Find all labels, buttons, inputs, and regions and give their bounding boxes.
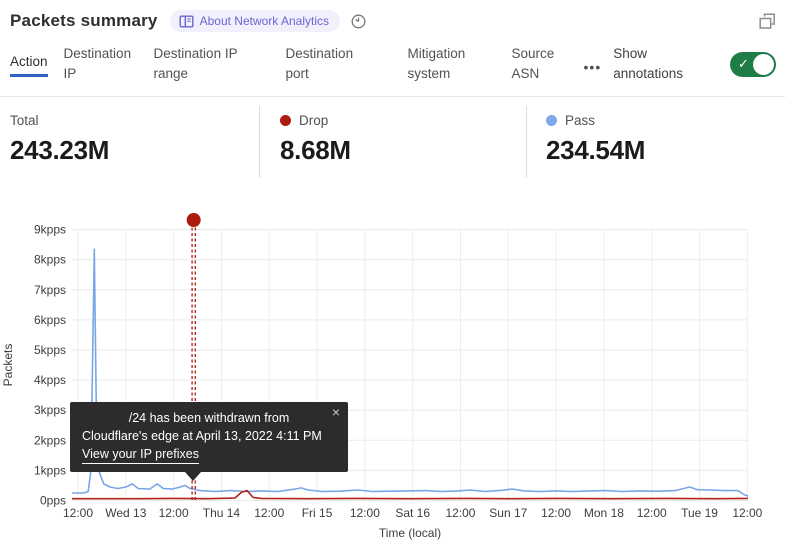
tab-mitigation-system[interactable]: Mitigation system — [407, 46, 466, 82]
close-icon[interactable]: × — [331, 404, 340, 420]
stat-drop: Drop 8.68M — [259, 106, 526, 178]
book-icon — [179, 15, 194, 28]
view-ip-prefixes-link[interactable]: View your IP prefixes — [82, 445, 199, 465]
tab-destination-ip-range[interactable]: Destination IP range — [153, 46, 238, 82]
tooltip-line2: Cloudflare's edge at April 13, 2022 4:11… — [82, 429, 322, 444]
svg-text:12:00: 12:00 — [541, 506, 571, 520]
svg-text:Fri 15: Fri 15 — [302, 506, 333, 520]
svg-text:12:00: 12:00 — [63, 506, 93, 520]
stat-total-value: 243.23M — [10, 135, 110, 165]
svg-text:Tue 19: Tue 19 — [681, 506, 718, 520]
svg-text:5kpps: 5kpps — [34, 343, 66, 357]
svg-text:Sat 16: Sat 16 — [395, 506, 430, 520]
svg-text:8kpps: 8kpps — [34, 253, 66, 267]
svg-text:7kpps: 7kpps — [34, 283, 66, 297]
stat-total: Total 243.23M — [0, 106, 259, 178]
stat-pass-value: 234.54M — [546, 135, 646, 165]
tab-action[interactable]: Action — [10, 52, 48, 77]
annotation-dot[interactable] — [186, 213, 201, 227]
packets-time-series-chart[interactable]: 0pps 1kpps 2kpps 3kpps 4kpps 5kpps 6kpps 7kpps 8… — [0, 200, 785, 545]
pass-series-line — [72, 248, 749, 497]
x-ticks: 12:00 Wed 13 12:00 Thu 14 12:00 Fri 15 12:00 Sa… — [63, 229, 763, 520]
toggle-knob — [753, 53, 774, 75]
svg-text:2kpps: 2kpps — [34, 433, 66, 447]
panel-header: Packets summary About Network Analytics — [10, 6, 777, 36]
chart-canvas: 0pps 1kpps 2kpps 3kpps 4kpps 5kpps 6kpps 7kpps 8… — [1, 213, 763, 540]
svg-text:Wed 13: Wed 13 — [105, 506, 146, 520]
time-history-icon[interactable] — [350, 13, 367, 30]
svg-text:Thu 14: Thu 14 — [203, 506, 241, 520]
pass-legend-dot — [546, 115, 557, 126]
dimension-tabs-bar: Action Destination IP Destination IP range… — [10, 44, 776, 85]
svg-text:6kpps: 6kpps — [34, 313, 66, 327]
svg-text:Mon 18: Mon 18 — [584, 506, 624, 520]
svg-text:12:00: 12:00 — [254, 506, 284, 520]
svg-text:3kpps: 3kpps — [34, 403, 66, 417]
svg-text:1kpps: 1kpps — [34, 463, 66, 477]
more-tabs-button[interactable]: ••• — [583, 59, 602, 76]
stat-drop-label: Drop — [299, 113, 329, 128]
show-annotations-label: Show annotations — [613, 46, 684, 82]
svg-text:4kpps: 4kpps — [34, 373, 66, 387]
tab-source-asn[interactable]: Source ASN — [511, 46, 555, 82]
svg-text:12:00: 12:00 — [350, 506, 380, 520]
stat-drop-value: 8.68M — [280, 135, 351, 165]
expand-panel-icon[interactable] — [758, 12, 777, 31]
show-annotations-toggle[interactable]: ✓ — [730, 51, 776, 77]
svg-text:Sun 17: Sun 17 — [489, 506, 527, 520]
about-network-analytics-badge[interactable]: About Network Analytics — [169, 10, 340, 32]
svg-text:0pps: 0pps — [40, 494, 66, 508]
tabs-list: Action Destination IP Destination IP range… — [10, 44, 568, 85]
svg-text:9kpps: 9kpps — [34, 223, 66, 237]
drop-legend-dot — [280, 115, 291, 126]
header-divider — [0, 96, 785, 97]
y-axis-title: Packets — [1, 344, 15, 387]
svg-text:12:00: 12:00 — [637, 506, 667, 520]
svg-text:12:00: 12:00 — [445, 506, 475, 520]
stat-total-label: Total — [10, 113, 39, 128]
y-grid: 0pps 1kpps 2kpps 3kpps 4kpps 5kpps 6kpps 7kpps 8… — [34, 223, 748, 508]
stat-pass-label: Pass — [565, 113, 596, 128]
badge-label: About Network Analytics — [199, 14, 329, 28]
x-axis-title: Time (local) — [379, 526, 441, 540]
check-icon: ✓ — [738, 55, 749, 71]
tab-destination-ip[interactable]: Destination IP — [63, 46, 132, 82]
svg-text:12:00: 12:00 — [159, 506, 189, 520]
tooltip-line1: /24 has been withdrawn from — [128, 411, 290, 425]
page-title: Packets summary — [10, 11, 158, 30]
drop-series-line — [72, 489, 749, 500]
svg-text:12:00: 12:00 — [732, 506, 762, 520]
tab-destination-port[interactable]: Destination port — [285, 46, 354, 82]
stat-pass: Pass 234.54M — [526, 106, 785, 178]
stats-row: Total 243.23M Drop 8.68M Pass 234.54M — [0, 106, 785, 178]
annotation-tooltip: × /24 has been withdrawn from Cloudflare… — [70, 402, 348, 482]
